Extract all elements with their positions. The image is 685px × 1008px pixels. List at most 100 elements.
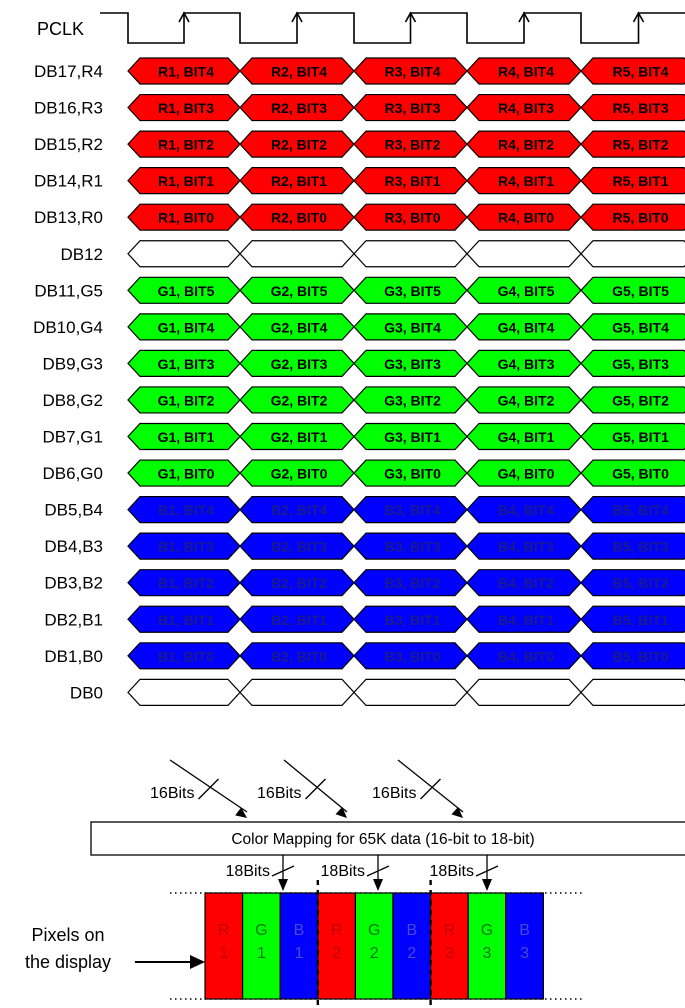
bus-arrow-line bbox=[169, 759, 248, 813]
signal-label: DB4,B3 bbox=[44, 537, 103, 556]
mapping-layer: Color Mapping for 65K data (16-bit to 18… bbox=[90, 821, 685, 891]
bus-cell-label: R4, BIT2 bbox=[498, 137, 554, 153]
subpixel-rect bbox=[354, 892, 394, 1000]
bus-cell-label: B3, BIT0 bbox=[384, 648, 440, 664]
output-width-tick bbox=[475, 865, 499, 877]
bus-cell-label: G4, BIT3 bbox=[498, 356, 555, 372]
subpixel-number: 1 bbox=[257, 945, 266, 962]
bus-width-tick bbox=[198, 778, 219, 800]
bus-cell bbox=[580, 57, 685, 85]
bus-cell bbox=[466, 678, 582, 706]
bus-cell-label: R5, BIT0 bbox=[612, 210, 668, 226]
bus-cell-label: G3, BIT2 bbox=[384, 392, 441, 408]
signal-label: DB5,B4 bbox=[44, 501, 103, 520]
bus-cell bbox=[580, 93, 685, 122]
signal-label: DB0 bbox=[70, 683, 103, 702]
bus-cell-label: B2, BIT4 bbox=[271, 502, 327, 518]
bus-cell-label: R2, BIT4 bbox=[271, 64, 327, 80]
bus-cell-label: G2, BIT4 bbox=[271, 319, 328, 335]
signal-row: DB6,G0 G1, BIT0 G2, BIT0 G3, BIT0 G4, BIT0 G5… bbox=[43, 459, 685, 487]
signal-label: DB12 bbox=[60, 245, 103, 264]
output-arrow-head bbox=[278, 879, 288, 891]
bus-width-label: 16Bits bbox=[257, 785, 301, 802]
bus-cell bbox=[580, 678, 685, 706]
subpixel-rect bbox=[317, 892, 356, 1000]
bus-cell-label: G5, BIT5 bbox=[612, 283, 669, 299]
bus-cell-label: G4, BIT2 bbox=[498, 392, 555, 408]
subpixel-rect bbox=[467, 892, 507, 1000]
display-subpixel: G2 bbox=[354, 892, 394, 1000]
bus-cell-label: R4, BIT3 bbox=[498, 100, 554, 116]
signal-label: DB2,B1 bbox=[44, 610, 103, 629]
bus-cell-label: B5, BIT2 bbox=[612, 575, 668, 591]
bus-cell-label: G2, BIT5 bbox=[271, 283, 328, 299]
signal-label: DB9,G3 bbox=[43, 354, 103, 373]
bus-cell-label: B4, BIT0 bbox=[498, 648, 554, 664]
subpixel-letter: R bbox=[331, 922, 343, 939]
bus-cell bbox=[580, 569, 685, 597]
bus-cell-label: B2, BIT3 bbox=[271, 539, 327, 555]
bus-cell-label: G1, BIT1 bbox=[158, 429, 215, 445]
bus-cell-label: R4, BIT0 bbox=[498, 210, 554, 226]
signal-label: DB3,B2 bbox=[44, 574, 103, 593]
signal-rows-layer: DB17,R4 R1, BIT4 R2, BIT4 R3, BIT4 R4, BIT4 R… bbox=[33, 57, 685, 706]
signal-label: DB1,B0 bbox=[44, 647, 103, 666]
bus-cell-label: G3, BIT5 bbox=[384, 283, 441, 299]
bus-width-tick bbox=[420, 778, 441, 800]
clock-waveform bbox=[100, 12, 685, 44]
bus-cell-label: B4, BIT1 bbox=[498, 612, 554, 628]
bus-arrow-head bbox=[451, 806, 463, 818]
clock-rising-edge-arrow bbox=[404, 11, 417, 23]
bus-arrows-layer: 16Bits 16Bits 16Bits bbox=[150, 759, 464, 818]
bus-cell-label: B5, BIT0 bbox=[612, 648, 668, 664]
bus-cell bbox=[580, 642, 685, 670]
bus-cell-label: G3, BIT1 bbox=[384, 429, 441, 445]
bus-cell bbox=[127, 240, 241, 268]
bus-cell-label: B1, BIT0 bbox=[158, 648, 214, 664]
signal-label: DB15,R2 bbox=[34, 135, 103, 154]
bus-cell bbox=[580, 130, 685, 158]
bus-cell bbox=[239, 240, 355, 268]
subpixel-rect bbox=[242, 892, 281, 1000]
output-width-label: 18Bits bbox=[321, 863, 365, 880]
signal-row: DB9,G3 G1, BIT3 G2, BIT3 G3, BIT3 G4, BIT3 G5… bbox=[43, 349, 685, 377]
bus-cell bbox=[580, 532, 685, 560]
bus-cell-label: G1, BIT2 bbox=[158, 392, 215, 408]
clock-rising-edge-arrow bbox=[178, 11, 190, 23]
signal-label: DB10,G4 bbox=[33, 318, 103, 337]
bus-arrow-line bbox=[283, 759, 348, 813]
bus-cell-label: B3, BIT3 bbox=[384, 539, 440, 555]
bus-cell-label: B2, BIT2 bbox=[271, 575, 327, 591]
bus-cell-label: B4, BIT4 bbox=[498, 502, 554, 518]
bus-cell-label: R3, BIT1 bbox=[384, 173, 440, 189]
bus-cell-label: R1, BIT1 bbox=[158, 173, 214, 189]
bus-cell-label: B2, BIT1 bbox=[271, 612, 327, 628]
display-subpixel: B1 bbox=[279, 892, 319, 1000]
pixels-caption: Pixels on bbox=[31, 925, 104, 945]
bus-cell-label: R4, BIT1 bbox=[498, 173, 554, 189]
bus-cell-label: G4, BIT0 bbox=[498, 466, 555, 482]
output-arrow-head bbox=[373, 879, 383, 891]
bus-cell-label: R3, BIT0 bbox=[384, 210, 440, 226]
bus-cell bbox=[580, 386, 685, 414]
bus-arrow-line bbox=[397, 759, 464, 813]
display-subpixel: G1 bbox=[242, 892, 281, 1000]
clock-rising-edge-arrow bbox=[518, 11, 530, 23]
bus-width-tick bbox=[305, 778, 326, 800]
bus-cell-label: R3, BIT3 bbox=[384, 100, 440, 116]
bus-cell bbox=[580, 605, 685, 633]
output-width-label: 18Bits bbox=[430, 863, 474, 880]
bus-cell-label: R1, BIT4 bbox=[158, 64, 214, 80]
display-subpixel: R1 bbox=[204, 892, 244, 1000]
bus-cell bbox=[580, 276, 685, 304]
display-subpixel: R3 bbox=[430, 892, 469, 1000]
bus-cell bbox=[580, 240, 685, 268]
signal-row: DB8,G2 G1, BIT2 G2, BIT2 G3, BIT2 G4, BIT2 G5… bbox=[43, 386, 685, 414]
signal-row: DB3,B2 B1, BIT2 B2, BIT2 B3, BIT2 B4, BIT2 B5… bbox=[44, 569, 685, 597]
bus-cell bbox=[353, 678, 468, 706]
bus-cell-label: G4, BIT5 bbox=[498, 283, 555, 299]
subpixel-number: 1 bbox=[295, 945, 304, 962]
subpixel-letter: G bbox=[255, 922, 267, 939]
bus-cell-label: B5, BIT4 bbox=[612, 502, 668, 518]
signal-row: DB0 bbox=[70, 678, 685, 706]
